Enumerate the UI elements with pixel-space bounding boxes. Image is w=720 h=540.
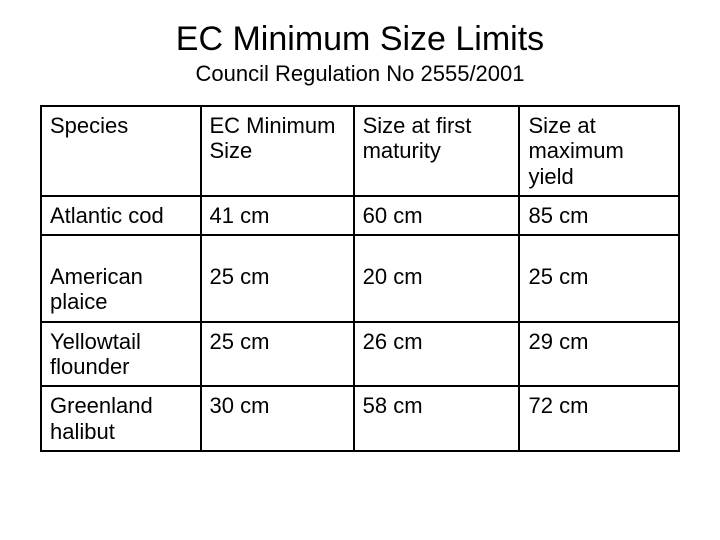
page-subtitle: Council Regulation No 2555/2001 [40, 61, 680, 87]
table-row: American plaice 25 cm 20 cm 25 cm [41, 235, 679, 322]
table-row: Yellowtail flounder 25 cm 26 cm 29 cm [41, 322, 679, 387]
cell-max-yield: 72 cm [519, 386, 679, 451]
col-header-ec-min: EC Minimum Size [201, 106, 354, 196]
cell-ec-min: 25 cm [201, 322, 354, 387]
cell-first-maturity: 26 cm [354, 322, 520, 387]
size-limits-table: Species EC Minimum Size Size at first ma… [40, 105, 680, 452]
cell-ec-min: 25 cm [201, 235, 354, 322]
table-header-row: Species EC Minimum Size Size at first ma… [41, 106, 679, 196]
table-row: Greenland halibut 30 cm 58 cm 72 cm [41, 386, 679, 451]
cell-first-maturity: 20 cm [354, 235, 520, 322]
cell-ec-min: 30 cm [201, 386, 354, 451]
cell-max-yield: 85 cm [519, 196, 679, 235]
col-header-first-maturity: Size at first maturity [354, 106, 520, 196]
col-header-max-yield: Size at maximum yield [519, 106, 679, 196]
cell-species: Greenland halibut [41, 386, 201, 451]
cell-species: American plaice [41, 235, 201, 322]
cell-species: Atlantic cod [41, 196, 201, 235]
cell-ec-min: 41 cm [201, 196, 354, 235]
cell-max-yield: 25 cm [519, 235, 679, 322]
page-title: EC Minimum Size Limits [40, 20, 680, 59]
table-row: Atlantic cod 41 cm 60 cm 85 cm [41, 196, 679, 235]
cell-max-yield: 29 cm [519, 322, 679, 387]
col-header-species: Species [41, 106, 201, 196]
cell-first-maturity: 60 cm [354, 196, 520, 235]
cell-species: Yellowtail flounder [41, 322, 201, 387]
cell-first-maturity: 58 cm [354, 386, 520, 451]
